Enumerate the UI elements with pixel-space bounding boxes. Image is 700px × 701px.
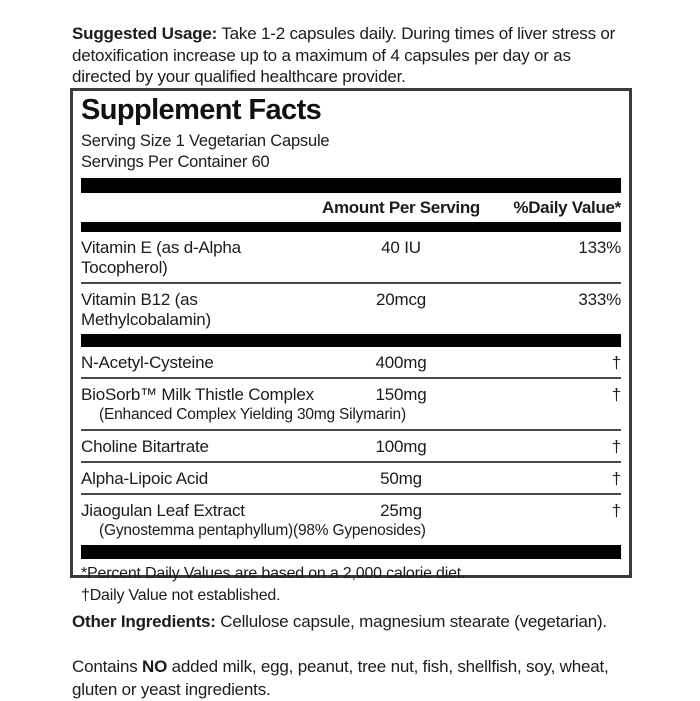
divider-bar-section	[81, 334, 621, 347]
row-separator	[81, 429, 621, 431]
footnote-percent-dv: *Percent Daily Values are based on a 2,0…	[81, 565, 466, 582]
nutrient-daily-value: †	[611, 437, 621, 456]
nutrient-amount: 50mg	[380, 469, 422, 488]
nutrient-daily-value: †	[611, 385, 621, 404]
allergen-emphasis: NO	[142, 657, 168, 676]
nutrient-name: Alpha-Lipoic Acid	[81, 469, 209, 488]
nutrient-name: Vitamin E (as d-Alpha Tocopherol)	[81, 238, 241, 277]
nutrient-daily-value: 133%	[578, 238, 621, 257]
nutrient-detail: (Gynostemma pentaphyllum)(98% Gypenoside…	[99, 522, 426, 539]
nutrient-amount: 150mg	[375, 385, 427, 404]
footnote-dagger: †Daily Value not established.	[81, 587, 281, 604]
row-separator	[81, 493, 621, 495]
nutrient-name: N-Acetyl-Cysteine	[81, 353, 214, 372]
other-ingredients-text: Cellulose capsule, magnesium stearate (v…	[215, 612, 607, 631]
suggested-usage-text: Take 1-2 capsules daily. During times of…	[72, 24, 616, 86]
allergen-statement: Contains NO added milk, egg, peanut, tre…	[72, 655, 628, 701]
nutrient-name: Jiaogulan Leaf Extract	[81, 501, 245, 520]
column-header-daily-value: %Daily Value*	[513, 198, 621, 217]
nutrient-row-milk-thistle: BioSorb™ Milk Thistle Complex 150mg †	[81, 379, 621, 409]
serving-size: Serving Size 1 Vegetarian Capsule	[81, 132, 330, 150]
nutrient-row-vitamin-b12: Vitamin B12 (as Methylcobalamin) 20mcg 3…	[81, 284, 621, 334]
column-header-row: Amount Per Serving %Daily Value*	[81, 193, 621, 222]
other-ingredients: Other Ingredients: Cellulose capsule, ma…	[72, 611, 628, 632]
nutrient-amount: 400mg	[375, 353, 427, 372]
nutrient-daily-value: †	[611, 469, 621, 488]
row-separator	[81, 461, 621, 463]
nutrient-name: Choline Bitartrate	[81, 437, 209, 456]
panel-title: Supplement Facts	[81, 94, 322, 126]
allergen-text: added milk, egg, peanut, tree nut, fish,…	[72, 657, 609, 699]
suggested-usage-label: Suggested Usage:	[72, 24, 218, 43]
row-separator	[81, 377, 621, 379]
nutrient-daily-value: †	[611, 501, 621, 520]
nutrient-amount: 25mg	[380, 501, 422, 520]
divider-bar-header	[81, 222, 621, 232]
suggested-usage: Suggested Usage: Take 1-2 capsules daily…	[72, 23, 628, 88]
nutrient-name: Vitamin B12 (as Methylcobalamin)	[81, 290, 212, 329]
nutrient-row-nac: N-Acetyl-Cysteine 400mg †	[81, 347, 621, 377]
nutrient-amount: 20mcg	[375, 290, 427, 309]
nutrient-row-choline: Choline Bitartrate 100mg †	[81, 431, 621, 461]
nutrient-row-jiaogulan: Jiaogulan Leaf Extract 25mg †	[81, 495, 621, 525]
nutrient-row-alpha-lipoic: Alpha-Lipoic Acid 50mg †	[81, 463, 621, 493]
nutrient-detail: (Enhanced Complex Yielding 30mg Silymari…	[99, 406, 406, 423]
other-ingredients-label: Other Ingredients:	[72, 612, 216, 631]
divider-bar-top	[81, 178, 621, 193]
servings-per-container: Servings Per Container 60	[81, 153, 270, 171]
footnotes: *Percent Daily Values are based on a 2,0…	[81, 559, 621, 607]
nutrient-amount: 100mg	[375, 437, 427, 456]
divider-bar-footnote	[81, 545, 621, 559]
allergen-prefix: Contains	[72, 657, 143, 676]
nutrient-daily-value: 333%	[578, 290, 621, 309]
column-header-amount: Amount Per Serving	[321, 198, 481, 217]
nutrient-row-vitamin-e: Vitamin E (as d-Alpha Tocopherol) 40 IU …	[81, 232, 621, 282]
row-separator	[81, 282, 621, 284]
nutrient-name: BioSorb™ Milk Thistle Complex	[81, 385, 314, 404]
supplement-facts-panel: Supplement Facts Serving Size 1 Vegetari…	[70, 88, 632, 604]
nutrient-amount: 40 IU	[381, 238, 421, 257]
nutrient-daily-value: †	[611, 353, 621, 372]
